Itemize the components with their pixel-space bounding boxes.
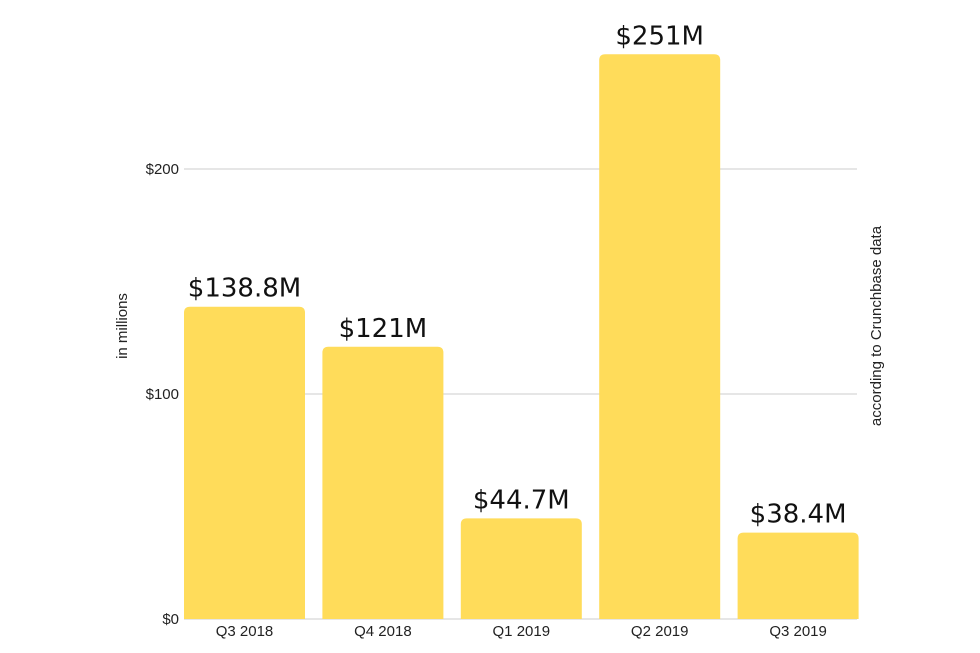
x-tick-label: Q4 2018 xyxy=(354,623,412,640)
y-tick-label: $200 xyxy=(146,161,179,178)
bar xyxy=(599,54,721,619)
y-tick-label: $0 xyxy=(162,611,179,628)
data-label: $38.4M xyxy=(750,500,847,530)
bar xyxy=(322,346,444,619)
data-label: $138.8M xyxy=(188,274,301,304)
bar xyxy=(184,306,305,619)
y-axis-label: in millions xyxy=(114,293,131,359)
data-label: $44.7M xyxy=(473,485,570,515)
source-note: according to Crunchbase data xyxy=(868,225,885,426)
x-tick-label: Q3 2019 xyxy=(769,623,827,640)
x-tick-label: Q3 2018 xyxy=(216,623,274,640)
data-label: $251M xyxy=(615,21,704,51)
bar xyxy=(460,518,582,619)
x-tick-label: Q1 2019 xyxy=(493,623,551,640)
bar xyxy=(737,532,859,619)
y-tick-label: $100 xyxy=(146,386,179,403)
x-tick-label: Q2 2019 xyxy=(631,623,689,640)
data-label: $121M xyxy=(339,314,428,344)
